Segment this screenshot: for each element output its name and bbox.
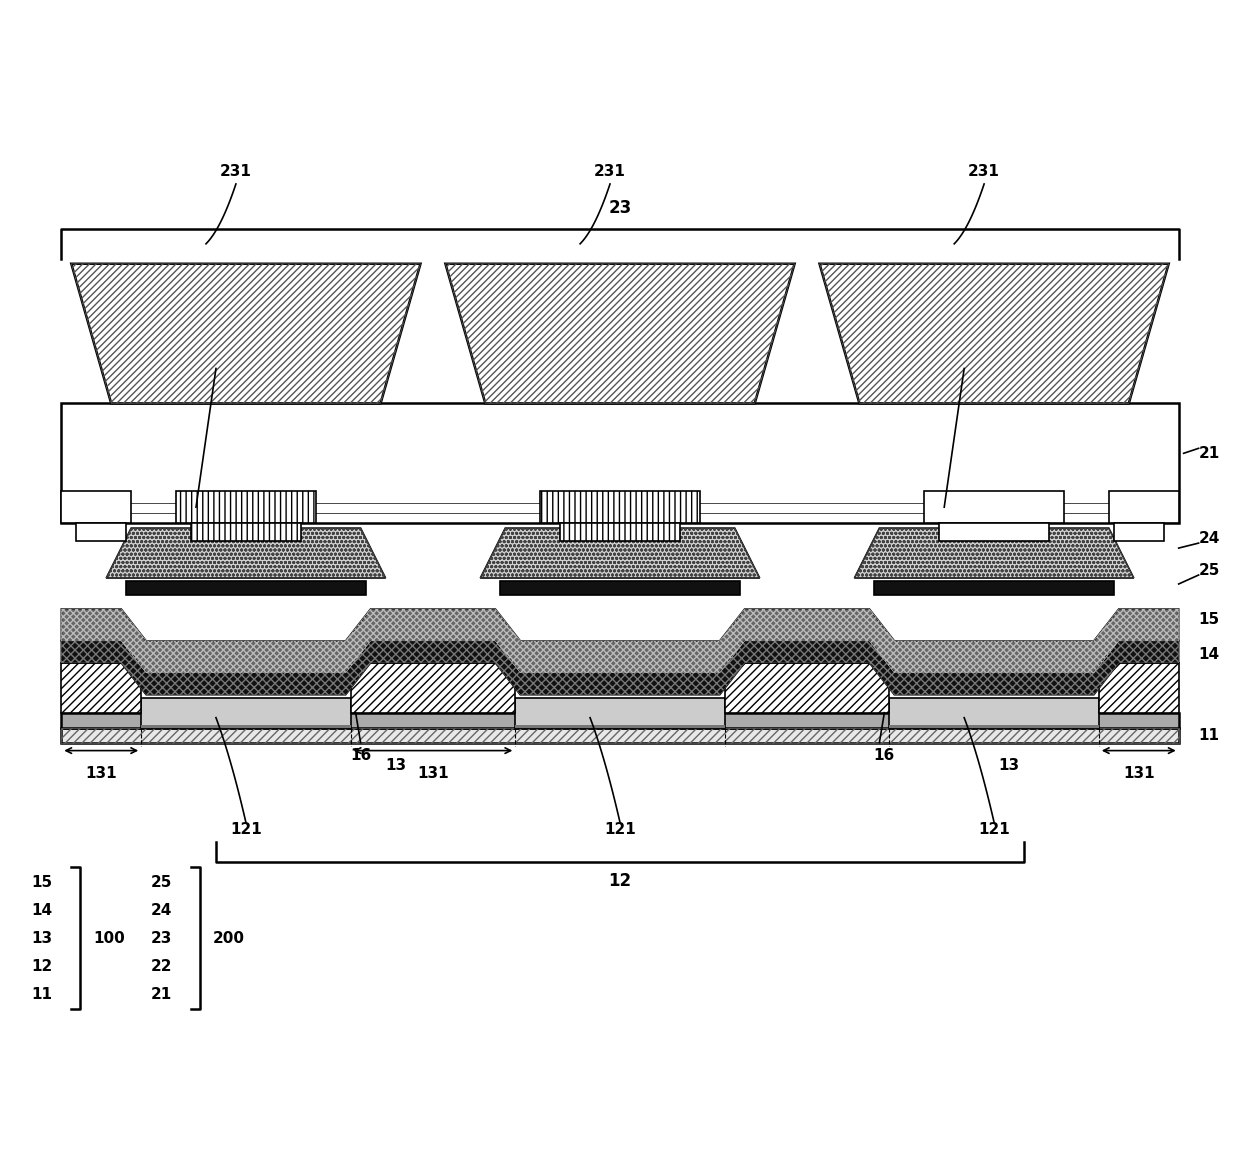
Text: 121: 121: [604, 822, 636, 837]
Text: 23: 23: [609, 199, 631, 216]
Polygon shape: [854, 528, 1133, 578]
Polygon shape: [480, 528, 760, 578]
Text: 13: 13: [384, 757, 405, 772]
Bar: [351, 663, 516, 713]
Bar: [541, 491, 699, 523]
Text: 23: 23: [151, 930, 172, 946]
Bar: [61, 491, 131, 523]
Polygon shape: [445, 264, 795, 404]
Bar: [924, 491, 1064, 523]
Text: 121: 121: [978, 822, 1009, 837]
Text: 16: 16: [874, 748, 895, 763]
Bar: [500, 582, 740, 595]
Bar: [176, 491, 316, 523]
Text: 24: 24: [1199, 530, 1220, 545]
Text: 13: 13: [998, 757, 1019, 772]
Text: 11: 11: [31, 986, 52, 1001]
Text: 200: 200: [213, 930, 246, 946]
Bar: [191, 523, 301, 541]
Bar: [560, 523, 680, 541]
Text: 231: 231: [594, 164, 626, 179]
Polygon shape: [72, 264, 420, 404]
Bar: [61, 713, 1179, 728]
Bar: [939, 523, 1049, 541]
Bar: [77, 523, 126, 541]
Text: 24: 24: [151, 902, 172, 918]
Bar: [1099, 663, 1179, 713]
Bar: [874, 582, 1114, 595]
Text: 22: 22: [954, 354, 975, 369]
Bar: [1114, 523, 1163, 541]
Text: 15: 15: [1199, 613, 1220, 627]
Text: 14: 14: [31, 902, 52, 918]
Text: 121: 121: [231, 822, 262, 837]
Bar: [61, 404, 1179, 523]
Text: 131: 131: [417, 765, 449, 780]
Text: 15: 15: [31, 875, 52, 890]
Text: 25: 25: [151, 875, 172, 890]
Text: 100: 100: [93, 930, 125, 946]
Text: 21: 21: [151, 986, 172, 1001]
Bar: [141, 698, 351, 728]
Text: 231: 231: [968, 164, 1001, 179]
Bar: [141, 725, 351, 728]
Text: 22: 22: [151, 958, 172, 973]
Bar: [1109, 491, 1179, 523]
Text: 16: 16: [350, 748, 371, 763]
Text: 25: 25: [1199, 563, 1220, 578]
Bar: [61, 728, 1179, 743]
Text: 22: 22: [205, 354, 227, 369]
Bar: [889, 725, 1099, 728]
Polygon shape: [107, 528, 386, 578]
Text: 11: 11: [1199, 728, 1220, 743]
Bar: [516, 698, 724, 728]
Polygon shape: [61, 641, 1179, 694]
Bar: [724, 663, 889, 713]
Bar: [126, 582, 366, 595]
Text: 13: 13: [31, 930, 52, 946]
Text: 231: 231: [219, 164, 252, 179]
Bar: [889, 698, 1099, 728]
Text: 131: 131: [1123, 765, 1154, 780]
Bar: [516, 725, 724, 728]
Polygon shape: [820, 264, 1168, 404]
Text: 131: 131: [86, 765, 117, 780]
Polygon shape: [61, 609, 1179, 672]
Text: 12: 12: [31, 958, 52, 973]
Text: 21: 21: [1199, 445, 1220, 461]
Text: 12: 12: [609, 872, 631, 891]
Bar: [61, 663, 141, 713]
Text: 14: 14: [1199, 648, 1220, 662]
Bar: [61, 728, 1179, 743]
